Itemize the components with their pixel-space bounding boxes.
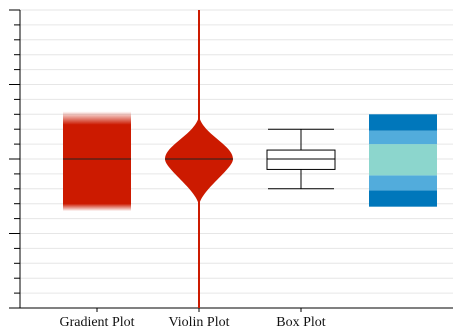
y-axis [9, 9, 21, 309]
plot-marks [63, 10, 437, 308]
x-axis [20, 307, 453, 312]
banded-plot-band [369, 175, 437, 191]
category-label-gradient: Gradient Plot [59, 315, 134, 330]
category-label-box: Box Plot [276, 315, 326, 330]
category-labels: Gradient Plot Violin Plot Box Plot [59, 315, 325, 330]
banded-plot-band [369, 114, 437, 131]
banded-plot-band [369, 130, 437, 145]
gradient-plot-bar [63, 111, 131, 212]
banded-plot-band [369, 190, 437, 207]
violin-plot-body [165, 115, 233, 206]
category-label-violin: Violin Plot [168, 315, 229, 330]
banded-plot-band [369, 144, 437, 176]
box-plot-box [266, 149, 336, 170]
